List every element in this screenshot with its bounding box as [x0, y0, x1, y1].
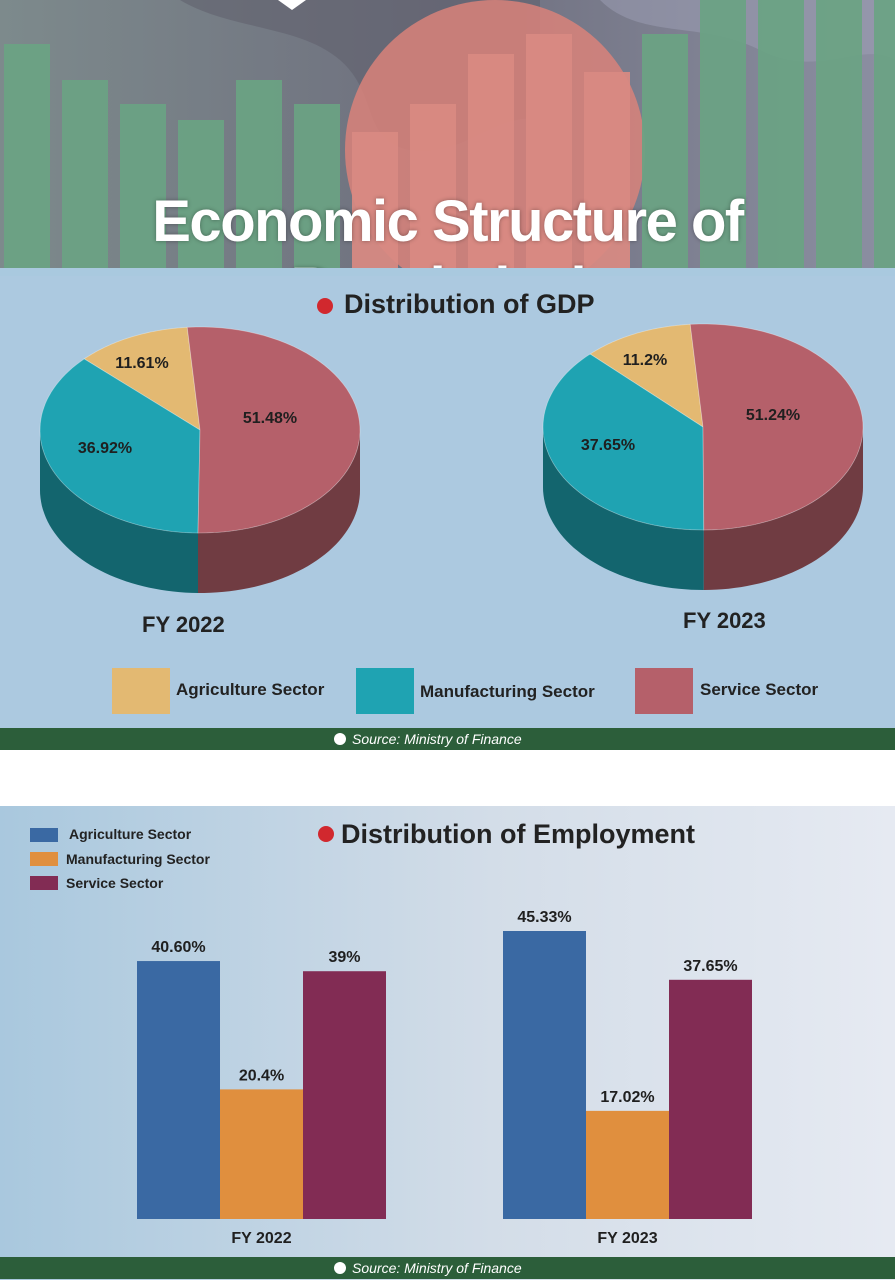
banner-decor-bar [816, 0, 862, 268]
banner-title: Economic Structure of Bangladesh [152, 189, 744, 268]
employment-source-text: Source: Ministry of Finance [352, 1260, 522, 1276]
employment-category-label: FY 2023 [597, 1230, 657, 1247]
employment-bars: 40.60% 20.4% 39% FY 2022 45.33% 17.02% 37.65% F… [137, 909, 752, 1247]
gdp-pie-value-label: 37.65% [581, 437, 635, 454]
banner-decor-bar [410, 104, 456, 268]
employment-bar [137, 961, 220, 1219]
employment-bar-value-label: 45.33% [517, 909, 571, 926]
gdp-pie-value-label: 36.92% [78, 440, 132, 457]
source-bullet-icon [334, 1262, 346, 1274]
gdp-source-text: Source: Ministry of Finance [352, 731, 522, 747]
gdp-pie-charts: 11.61% 36.92% 51.48% 11.2% 37.65% 51.24% [39, 323, 864, 593]
gdp-legend-swatch-manufacturing [356, 668, 414, 714]
gdp-pie-value-label: 11.2% [623, 352, 667, 369]
gdp-chart-title: Distribution of GDP [344, 289, 595, 319]
gdp-legend-swatch-agriculture [112, 668, 170, 714]
banner-background [0, 0, 895, 268]
banner-decor-bar [700, 0, 746, 268]
employment-bar [303, 971, 386, 1219]
banner-decor-bar [120, 104, 166, 268]
gdp-legend-label-service: Service Sector [700, 680, 819, 699]
gdp-pie-slice-0 [83, 326, 201, 431]
banner-decor-bar [178, 120, 224, 268]
emp-legend-swatch-agriculture [30, 828, 58, 842]
emp-legend-swatch-manufacturing [30, 852, 58, 866]
gdp-legend-swatch-service [635, 668, 693, 714]
banner-decor-bar [526, 34, 572, 268]
gdp-pie-0: 11.61% 36.92% 51.48% [39, 326, 361, 593]
gdp-pie-1: 11.2% 37.65% 51.24% [542, 323, 864, 590]
gdp-pie-side-1 [40, 430, 198, 593]
gdp-pie-value-label: 51.48% [243, 410, 297, 427]
banner-decor-bar [874, 0, 895, 268]
employment-bar [586, 1110, 669, 1219]
banner-decor-bar [758, 0, 804, 268]
gdp-pie-side-2 [198, 430, 360, 593]
header-banner: Economic Structure of Bangladesh [0, 0, 895, 268]
banner-decor-bar [468, 54, 514, 268]
banner-decor-bar [352, 132, 398, 268]
emp-legend-swatch-service [30, 876, 58, 890]
employment-bar-value-label: 40.60% [151, 939, 205, 956]
employment-bar [220, 1089, 303, 1219]
employment-bar-value-label: 39% [328, 949, 360, 966]
employment-bar-value-label: 37.65% [683, 958, 737, 975]
gdp-legend-label-manufacturing: Manufacturing Sector [420, 682, 595, 701]
employment-category-label: FY 2022 [231, 1230, 291, 1247]
gdp-pie-value-label: 51.24% [746, 407, 800, 424]
gdp-source-bar: Source: Ministry of Finance [0, 728, 895, 750]
employment-bar-value-label: 20.4% [239, 1067, 284, 1084]
banner-decor-bar [294, 104, 340, 268]
gdp-pie-label-fy2023: FY 2023 [683, 608, 766, 633]
gdp-pie-slice-2 [186, 326, 361, 534]
gdp-title-dot [317, 298, 333, 314]
gdp-pie-side-2 [703, 427, 863, 590]
banner-decor-bar [642, 34, 688, 268]
gdp-pie-side-1 [543, 427, 704, 590]
gdp-pie-slice-0 [589, 323, 704, 428]
employment-title-dot [318, 826, 334, 842]
banner-decor-bar [62, 80, 108, 268]
gdp-legend-label-agriculture: Agriculture Sector [176, 680, 325, 699]
employment-bar-chart: 40.60% 20.4% 39% FY 2022 45.33% 17.02% 37.65% F… [137, 909, 752, 1247]
emp-legend-label-service: Service Sector [66, 875, 164, 891]
banner-decor-bar [584, 72, 630, 268]
employment-chart-title: Distribution of Employment [341, 819, 695, 849]
gdp-pie-value-label: 11.61% [115, 355, 168, 372]
gdp-pie-slice-1 [542, 353, 705, 531]
gdp-pie-slice-1 [39, 358, 201, 534]
employment-bar [503, 931, 586, 1219]
employment-bar-value-label: 17.02% [600, 1089, 654, 1106]
banner-decor-bar [4, 44, 50, 268]
gdp-pie-slice-2 [689, 323, 864, 531]
employment-source-bar: Source: Ministry of Finance [0, 1257, 895, 1279]
employment-bar [669, 979, 752, 1219]
emp-legend-label-manufacturing: Manufacturing Sector [66, 851, 210, 867]
gdp-pie-label-fy2022: FY 2022 [142, 612, 225, 637]
emp-legend-label-agriculture: Agriculture Sector [69, 826, 192, 842]
banner-decor-bar [236, 80, 282, 268]
source-bullet-icon [334, 733, 346, 745]
